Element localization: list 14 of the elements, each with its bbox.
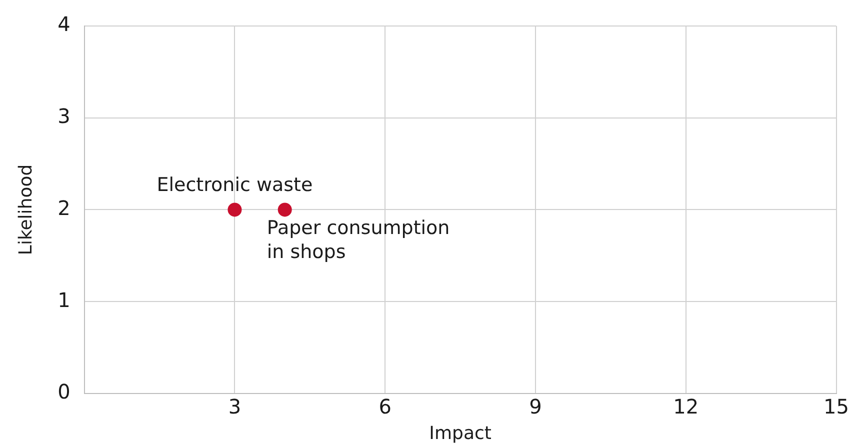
x-tick-label: 9	[529, 394, 542, 419]
y-axis-title: Likelihood	[15, 164, 36, 256]
x-tick-label: 3	[228, 394, 242, 419]
annotation: Electronic waste	[156, 174, 313, 196]
y-tick-label: 1	[58, 288, 70, 312]
y-tick-label: 0	[58, 380, 70, 404]
x-tick-label: 15	[824, 394, 849, 419]
y-tick-label: 2	[58, 196, 70, 220]
x-axis-title: Impact	[429, 422, 492, 444]
y-tick-label: 4	[58, 12, 70, 36]
y-tick-label: 3	[58, 104, 70, 128]
x-tick-label: 6	[378, 394, 392, 419]
annotation: Paper consumption in shops	[266, 217, 450, 264]
x-tick-label: 12	[673, 394, 699, 419]
